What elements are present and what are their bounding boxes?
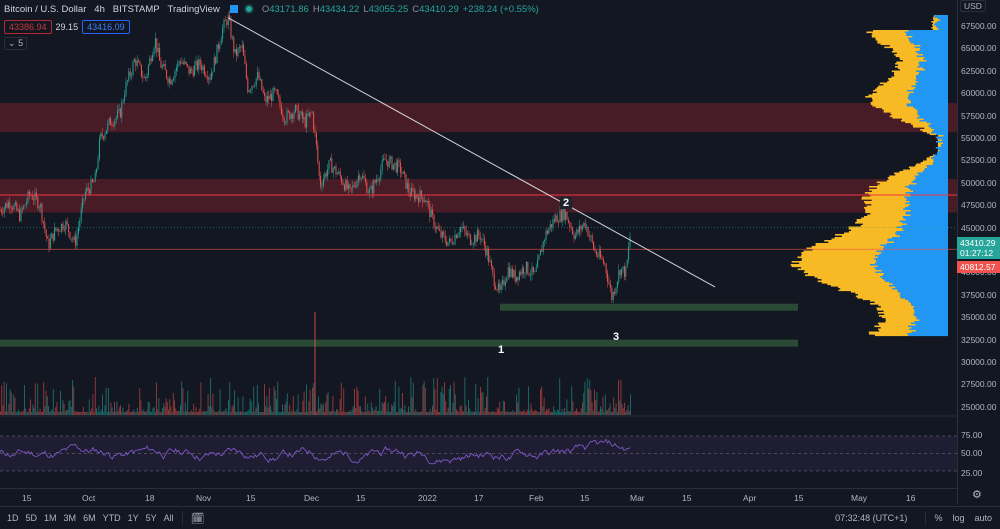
trade-buttons: 43386.94 29.15 43416.09 [4, 20, 130, 34]
price-tick: 37500.00 [961, 290, 996, 300]
ohlc-open: O43171.86 [262, 4, 309, 15]
price-tick: 47500.00 [961, 200, 996, 210]
rsi-tick: 75.00 [961, 430, 982, 440]
percent-toggle[interactable]: % [934, 513, 942, 523]
last-price-tag: 43410.29 01:27:12 [957, 237, 1000, 259]
price-tick: 35000.00 [961, 312, 996, 322]
time-tick: Apr [743, 493, 756, 503]
time-tick: 15 [682, 493, 691, 503]
clock-time[interactable]: 07:32:48 (UTC+1) [835, 513, 907, 523]
annotation-label[interactable]: 1 [498, 344, 504, 356]
annotation-label[interactable]: 2 [560, 197, 572, 209]
log-toggle[interactable]: log [952, 513, 964, 523]
price-tick: 67500.00 [961, 21, 996, 31]
time-tick: 18 [145, 493, 154, 503]
ohlc-change: +238.24 (+0.55%) [463, 4, 539, 15]
time-tick: 16 [906, 493, 915, 503]
date-range-icon[interactable]: 🗓 [191, 512, 205, 525]
currency-selector[interactable]: USD [960, 1, 986, 11]
price-tick: 45000.00 [961, 223, 996, 233]
time-tick: 15 [794, 493, 803, 503]
annotation-label[interactable]: 3 [613, 331, 619, 343]
volume-bars [0, 312, 631, 415]
range-6m[interactable]: 6M [83, 513, 96, 523]
price-tick: 62500.00 [961, 66, 996, 76]
support-zone [500, 304, 798, 311]
ohlc-low: L43055.25 [363, 4, 408, 15]
bar-countdown: 01:27:12 [960, 248, 997, 258]
range-3m[interactable]: 3M [64, 513, 77, 523]
price-tick: 55000.00 [961, 133, 996, 143]
rsi-tick: 25.00 [961, 468, 982, 478]
price-tick: 50000.00 [961, 178, 996, 188]
resistance-zone [0, 179, 957, 212]
symbol-legend: Bitcoin / U.S. Dollar 4h BITSTAMP Tradin… [4, 2, 543, 16]
support-zone [0, 340, 798, 347]
rsi-band [0, 436, 957, 471]
rsi-tick: 50.00 [961, 448, 982, 458]
buy-button[interactable]: 43416.09 [82, 20, 130, 34]
auto-toggle[interactable]: auto [974, 513, 992, 523]
resistance-zone [0, 103, 957, 132]
range-5y[interactable]: 5Y [146, 513, 157, 523]
volume-profile [791, 15, 948, 336]
currency-label: USD [960, 0, 986, 12]
symbol-title[interactable]: Bitcoin / U.S. Dollar 4h BITSTAMP Tradin… [4, 4, 220, 15]
price-tick: 57500.00 [961, 111, 996, 121]
sell-button[interactable]: 43386.94 [4, 20, 52, 34]
time-tick: Mar [630, 493, 645, 503]
spread-value: 29.15 [56, 22, 79, 32]
time-tick: 15 [246, 493, 255, 503]
time-tick: Dec [304, 493, 319, 503]
time-tick: 15 [580, 493, 589, 503]
time-tick: May [851, 493, 867, 503]
line-price-tag: 40812.57 [957, 261, 1000, 273]
time-axis[interactable]: 15 Oct 18 Nov 15 Dec 15 2022 17 Feb 15 Mar 15 Apr 15 Ma… [0, 488, 957, 507]
time-tick: 17 [474, 493, 483, 503]
time-tick: 15 [356, 493, 365, 503]
candles [0, 10, 631, 303]
range-1y[interactable]: 1Y [128, 513, 139, 523]
settings-icon[interactable]: ⚙ [972, 488, 982, 501]
range-1m[interactable]: 1M [44, 513, 57, 523]
chevron-down-icon: ⌄ [8, 38, 16, 48]
price-tick: 60000.00 [961, 88, 996, 98]
range-ytd[interactable]: YTD [103, 513, 121, 523]
time-tick: 2022 [418, 493, 437, 503]
price-tick: 30000.00 [961, 357, 996, 367]
time-tick: Nov [196, 493, 211, 503]
indicators-toggle[interactable]: ⌄ 5 [4, 37, 27, 50]
time-tick: Feb [529, 493, 544, 503]
price-tick: 52500.00 [961, 155, 996, 165]
price-tick: 27500.00 [961, 379, 996, 389]
price-tick: 25000.00 [961, 402, 996, 412]
time-tick: 15 [22, 493, 31, 503]
flag-icon[interactable] [230, 5, 238, 13]
time-tick: Oct [82, 493, 95, 503]
price-zones [0, 103, 957, 347]
market-open-icon [246, 6, 252, 12]
range-5d[interactable]: 5D [26, 513, 38, 523]
price-tick: 32500.00 [961, 335, 996, 345]
last-price: 43410.29 [960, 238, 997, 248]
trendline [228, 18, 715, 287]
ohlc-high: H43434.22 [313, 4, 360, 15]
range-1d[interactable]: 1D [7, 513, 19, 523]
price-tick: 65000.00 [961, 43, 996, 53]
range-all[interactable]: All [164, 513, 174, 523]
ohlc-close: C43410.29 [412, 4, 459, 15]
